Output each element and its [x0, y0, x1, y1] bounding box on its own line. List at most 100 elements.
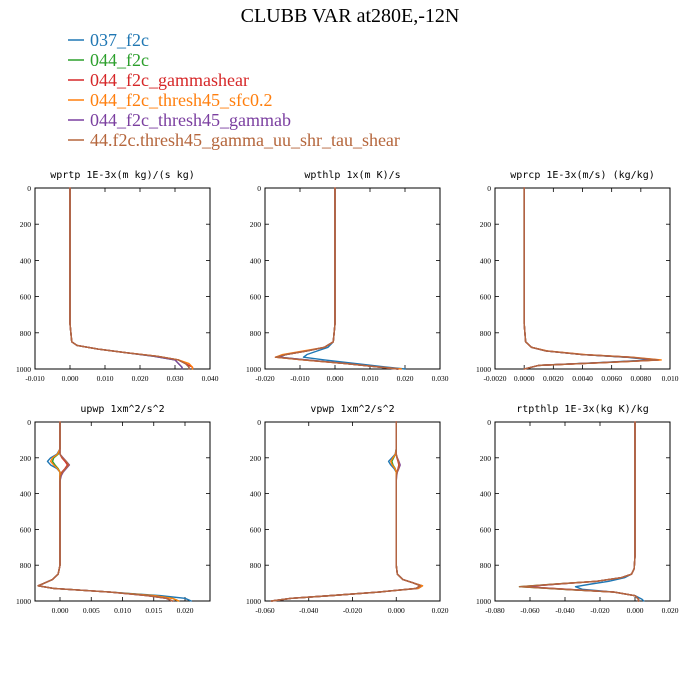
y-tick-label: 800	[20, 561, 32, 570]
x-tick-label: 0.000	[52, 606, 69, 615]
y-tick-label: 800	[250, 561, 262, 570]
series-line-6	[69, 187, 190, 370]
legend-label: 044_f2c_gammashear	[90, 70, 249, 90]
series-line-2	[69, 187, 183, 370]
x-tick-label: -0.040	[555, 606, 575, 615]
legend-label: 044_f2c	[90, 50, 149, 70]
panels: wprtp 1E-3x(m kg)/(s kg) -0.010 0.000 0.010…	[16, 170, 679, 615]
plot-frame	[494, 421, 671, 602]
y-tick-label: 1000	[246, 365, 261, 374]
panel-title: rtpthlp 1E-3x(kg K)/kg	[516, 404, 648, 415]
series-line-1	[302, 187, 406, 370]
legend-label: 044_f2c_thresh45_gammab	[90, 110, 291, 130]
x-tick-label: -0.080	[485, 606, 505, 615]
x-tick-label: 0.0060	[601, 374, 622, 383]
y-tick-label: 600	[250, 525, 262, 534]
x-tick-label: 0.015	[145, 606, 162, 615]
y-tick-label: 400	[20, 490, 32, 499]
series-line-3	[274, 187, 399, 370]
y-tick-label: 600	[250, 293, 262, 302]
x-tick-label: 0.005	[83, 606, 100, 615]
series-line-4	[523, 187, 662, 370]
y-tick-label: 800	[250, 329, 262, 338]
series-line-3	[524, 421, 640, 602]
series-line-6	[270, 421, 422, 602]
series-line-2	[523, 187, 660, 370]
y-tick-label: 0	[27, 418, 31, 427]
plot-frame	[34, 187, 211, 370]
series-line-5	[278, 187, 399, 370]
x-tick-label: -0.010	[25, 374, 45, 383]
series-line-4	[270, 421, 424, 602]
y-tick-label: 400	[480, 256, 492, 265]
y-tick-label: 0	[257, 184, 261, 193]
y-tick-label: 0	[487, 418, 491, 427]
x-tick-label: -0.040	[299, 606, 319, 615]
series-line-2	[278, 187, 399, 370]
y-tick-label: 200	[250, 220, 262, 229]
y-tick-label: 1000	[476, 365, 491, 374]
x-tick-label: 0.0020	[543, 374, 564, 383]
y-tick-label: 200	[480, 220, 492, 229]
x-tick-label: 0.010	[114, 606, 131, 615]
x-tick-label: -0.020	[255, 374, 275, 383]
x-tick-label: 0.040	[202, 374, 219, 383]
x-tick-label: 0.020	[177, 606, 194, 615]
x-tick-label: -0.020	[343, 606, 363, 615]
x-tick-label: -0.060	[520, 606, 540, 615]
panel-2: wpthlp 1x(m K)/s -0.020 -0.010 0.000 0.010 0.…	[246, 170, 449, 383]
series-line-6	[518, 421, 640, 602]
x-tick-label: 0.000	[627, 606, 644, 615]
series-line-6	[274, 187, 399, 370]
series-line-2	[518, 421, 640, 602]
x-tick-label: 0.000	[388, 606, 405, 615]
x-tick-label: 0.0040	[572, 374, 593, 383]
series-line-5	[69, 187, 183, 370]
x-tick-label: 0.020	[397, 374, 414, 383]
y-tick-label: 1000	[476, 597, 491, 606]
x-tick-label: 0.000	[327, 374, 344, 383]
y-tick-label: 400	[250, 256, 262, 265]
y-tick-label: 1000	[16, 365, 31, 374]
panel-1: wprtp 1E-3x(m kg)/(s kg) -0.010 0.000 0.010…	[16, 170, 219, 383]
y-tick-label: 200	[20, 454, 32, 463]
x-tick-label: -0.020	[590, 606, 610, 615]
y-tick-label: 400	[480, 490, 492, 499]
panel-3: wprcp 1E-3x(m/s) (kg/kg) -0.0020 0.0000 0.0…	[476, 170, 679, 383]
series-line-4	[274, 187, 403, 370]
y-tick-label: 400	[250, 490, 262, 499]
y-tick-label: 200	[250, 454, 262, 463]
series-line-1	[69, 187, 190, 370]
x-tick-label: 0.020	[432, 606, 449, 615]
series-line-3	[69, 187, 194, 370]
series-line-1	[523, 187, 654, 370]
series-line-4	[69, 187, 194, 370]
y-tick-label: 800	[480, 561, 492, 570]
series-line-1	[270, 421, 424, 602]
panel-5: vpwp 1xm^2/s^2 -0.060 -0.040 -0.020 0.000 0.0…	[246, 404, 449, 615]
figure-title: CLUBB VAR at280E,-12N	[241, 5, 460, 27]
panel-title: wprcp 1E-3x(m/s) (kg/kg)	[510, 170, 655, 181]
plot-frame	[494, 187, 671, 370]
x-tick-label: 0.010	[662, 374, 679, 383]
y-tick-label: 0	[487, 184, 491, 193]
y-tick-label: 600	[20, 293, 32, 302]
series-line-4	[522, 421, 640, 602]
series-line-3	[523, 187, 661, 370]
legend: 037_f2c044_f2c044_f2c_gammashear044_f2c_…	[68, 30, 400, 150]
panel-6: rtpthlp 1E-3x(kg K)/kg -0.080 -0.060 -0.040…	[476, 404, 679, 615]
legend-label: 044_f2c_thresh45_sfc0.2	[90, 90, 272, 110]
series-line-6	[523, 187, 660, 370]
series-line-6	[37, 421, 174, 602]
plot-frame	[34, 421, 211, 602]
series-line-5	[523, 187, 658, 370]
panel-title: vpwp 1xm^2/s^2	[310, 404, 394, 415]
plot-frame	[264, 187, 441, 370]
series-line-1	[37, 421, 192, 602]
y-tick-label: 200	[20, 220, 32, 229]
x-tick-label: -0.0020	[483, 374, 506, 383]
x-tick-label: 0.0080	[631, 374, 652, 383]
series-line-5	[522, 421, 640, 602]
x-tick-label: 0.010	[362, 374, 379, 383]
